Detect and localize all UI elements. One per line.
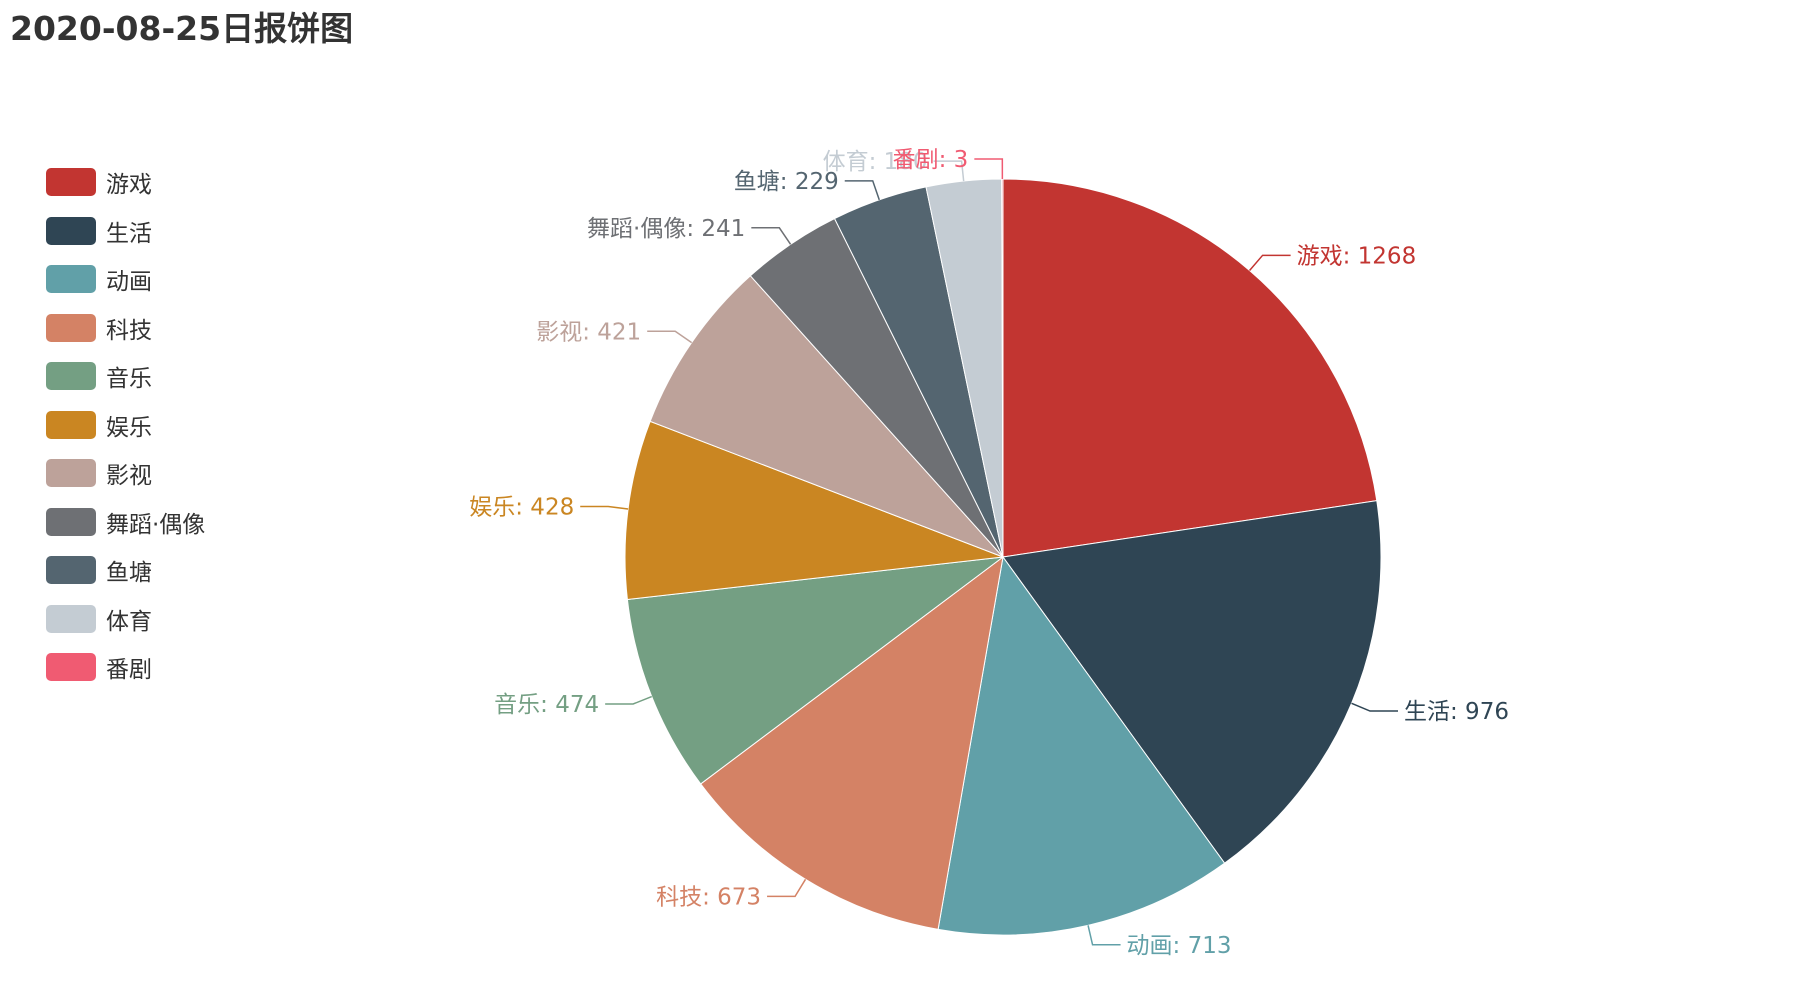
label-line-4: [605, 695, 652, 705]
pie-slices: [624, 178, 1382, 936]
slice-label-0: 游戏: 1268: [1297, 243, 1417, 269]
legend-item-life[interactable]: 生活: [46, 207, 205, 256]
label-lines: [580, 158, 1398, 946]
legend-label: 体育: [106, 608, 152, 635]
label-line-3: [767, 878, 807, 898]
legend-item-dance[interactable]: 舞蹈·偶像: [46, 498, 205, 547]
legend-label: 舞蹈·偶像: [106, 511, 206, 538]
slice-labels: 游戏: 1268 生活: 976 动画: 713 科技: 673 音乐: 474 娱乐: …: [469, 147, 1509, 959]
legend-item-fishpond[interactable]: 鱼塘: [46, 546, 205, 595]
legend-item-anime-series[interactable]: 番剧: [46, 643, 205, 692]
pie-slice-5[interactable]: [624, 420, 1004, 601]
label-line-0: [1248, 254, 1291, 271]
slice-label-4: 音乐: 474: [494, 692, 599, 718]
legend-swatch: [46, 604, 96, 633]
slice-label-3: 科技: 673: [656, 884, 761, 910]
legend-label: 游戏: [106, 172, 152, 199]
label-line-8: [844, 180, 880, 201]
slice-label-2: 动画: 713: [1127, 933, 1232, 959]
legend-swatch: [46, 653, 96, 682]
slice-label-6: 影视: 421: [536, 319, 641, 345]
pie-slice-0[interactable]: [1002, 178, 1378, 558]
pie-slice-3[interactable]: [699, 555, 1004, 930]
chart-title: 2020-08-25日报饼图: [10, 9, 354, 48]
label-line-2: [1087, 925, 1121, 946]
legend-swatch: [46, 459, 96, 488]
legend-item-music[interactable]: 音乐: [46, 352, 205, 401]
legend-swatch: [46, 313, 96, 342]
slice-label-8: 鱼塘: 229: [734, 169, 839, 195]
label-line-7: [751, 227, 792, 245]
pie-slice-6[interactable]: [649, 275, 1004, 558]
legend-label: 娱乐: [106, 414, 152, 441]
legend-label: 鱼塘: [106, 560, 152, 587]
legend: 游戏 生活 动画 科技 音乐 娱乐 影视 舞蹈·偶像 鱼塘 体育 番剧: [46, 158, 205, 692]
legend-label: 动画: [106, 269, 152, 296]
pie-slice-4[interactable]: [626, 556, 1005, 785]
label-line-5: [580, 505, 629, 510]
slice-label-10: 番剧: 3: [893, 147, 969, 173]
slice-label-5: 娱乐: 428: [469, 495, 574, 521]
legend-label: 番剧: [106, 657, 152, 684]
pie-slice-2[interactable]: [937, 555, 1226, 936]
label-line-10: [974, 158, 1004, 180]
label-line-9: [933, 160, 965, 182]
legend-label: 生活: [106, 220, 152, 247]
legend-label: 科技: [106, 317, 152, 344]
slice-label-9: 体育: 180: [823, 149, 928, 175]
legend-swatch: [46, 556, 96, 585]
legend-label: 影视: [106, 463, 152, 490]
legend-swatch: [46, 362, 96, 391]
legend-item-games[interactable]: 游戏: [46, 158, 205, 207]
legend-item-film[interactable]: 影视: [46, 449, 205, 498]
legend-item-entertainment[interactable]: 娱乐: [46, 401, 205, 450]
legend-label: 音乐: [106, 366, 152, 393]
slice-label-7: 舞蹈·偶像: 241: [587, 216, 745, 242]
label-line-1: [1351, 702, 1398, 712]
legend-swatch: [46, 216, 96, 245]
legend-item-tech[interactable]: 科技: [46, 304, 205, 353]
legend-swatch: [46, 410, 96, 439]
legend-swatch: [46, 265, 96, 294]
legend-item-animation[interactable]: 动画: [46, 255, 205, 304]
label-line-6: [647, 330, 693, 344]
slice-label-1: 生活: 976: [1404, 699, 1509, 725]
legend-swatch: [46, 507, 96, 536]
legend-item-sports[interactable]: 体育: [46, 595, 205, 644]
legend-swatch: [46, 168, 96, 197]
